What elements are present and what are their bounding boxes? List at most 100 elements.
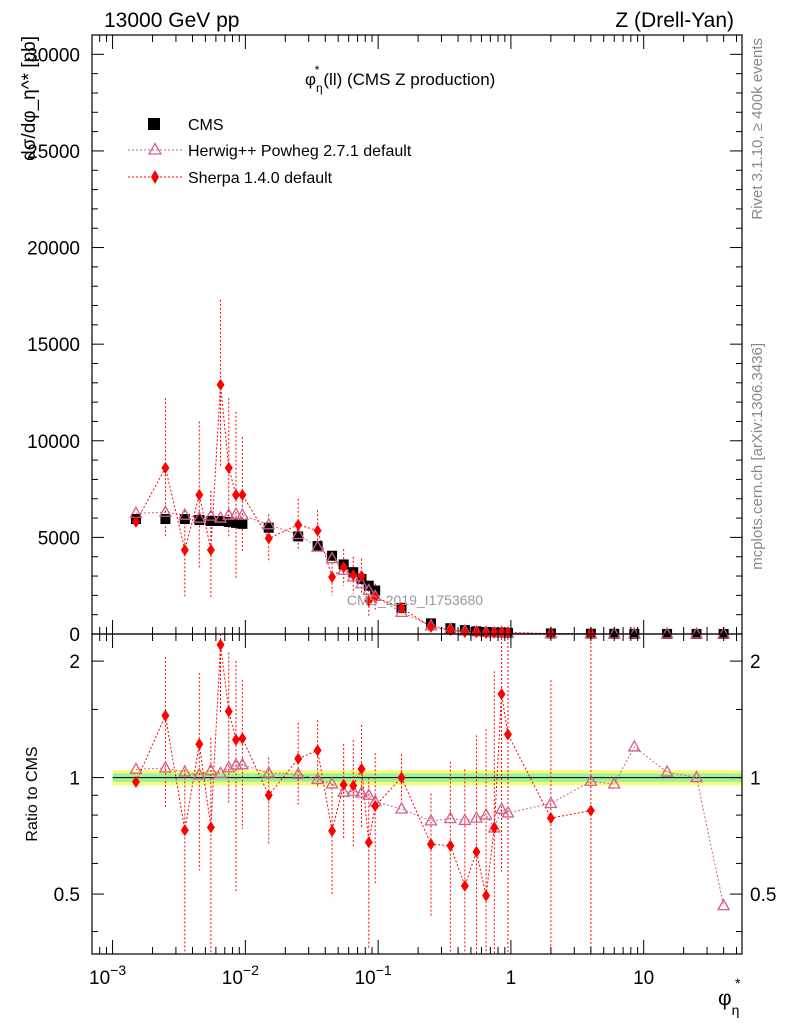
x-tick-label-base: 1 [506,968,517,989]
herwig-main-point [291,527,305,540]
main-y-tick-label: 5000 [38,528,80,549]
herwig-ratio-point [178,764,192,777]
sherpa-main-point [460,625,469,638]
header-right: Z (Drell-Yan) [615,9,734,32]
herwig-ratio-point [337,784,351,797]
legend-marker-sherpa [151,170,159,184]
sherpa-main-point [426,620,435,633]
herwig-main-point [310,539,325,552]
x-axis-label-base: φ [718,987,732,1010]
plot-title: φη * (ll) (CMS Z production) [305,63,495,95]
cms-main-point [215,515,226,526]
x-tick-label-base: 10 [355,968,376,989]
herwig-main-point [235,507,249,520]
sherpa-main-point [357,570,366,583]
sherpa-ratio-point [328,824,337,837]
watermark: CMS_2019_I1753680 [347,592,483,608]
sherpa-ratio-point [490,821,499,834]
sherpa-main-point [131,515,140,528]
herwig-ratio-point [424,813,438,826]
sherpa-main-point [371,591,380,604]
sherpa-ratio-point [195,738,204,751]
cms-main-point [194,514,205,525]
legend-label-herwig: Herwig++ Powheg 2.7.1 default [188,143,412,160]
herwig-ratio-point [129,761,143,774]
sherpa-ratio-point [364,836,373,849]
sherpa-ratio-point [313,744,322,757]
herwig-ratio-point [458,813,472,826]
herwig-main-point [354,576,369,589]
main-y-tick-label: 0 [69,625,80,646]
sherpa-main-point [313,524,322,537]
sherpa-main-point [294,518,303,531]
x-tick-label-exponent: −2 [243,962,259,978]
herwig-main-point [213,510,228,523]
sherpa-ratio-point [472,845,481,858]
plot-title-rest: (ll) (CMS Z production) [323,70,495,89]
herwig-main-point [229,506,243,519]
ratio-y-tick-label-left: 0.5 [54,885,80,906]
x-tick-label: 1 [506,968,517,989]
herwig-main-point [325,551,339,564]
x-tick-label: 10−3 [89,962,126,989]
herwig-ratio-point [235,757,249,770]
sherpa-main-point [482,626,491,639]
cms-main-point [312,541,323,552]
x-axis-label: φη [718,987,739,1018]
herwig-ratio-point [192,767,206,780]
ratio-y-ticks: 0.5 0.5 1 1 2 2 [54,652,776,933]
herwig-main-point [394,605,409,618]
herwig-main-point [158,504,173,517]
ratio-y-axis-label: Ratio to CMS [24,746,41,841]
x-tick-label-base: 10 [222,968,243,989]
sherpa-main-point [264,532,273,545]
herwig-main-point [262,517,276,530]
sherpa-ratio-point [238,732,247,745]
cms-main-point [205,515,216,526]
x-tick-label: 10−2 [222,962,259,989]
main-y-tick-label: 10000 [27,432,80,453]
cms-main-point [327,550,338,561]
sherpa-main-point [446,624,455,637]
x-tick-label-exponent: −3 [110,962,126,978]
herwig-main-point [178,507,192,520]
sherpa-ratio-point [503,728,512,741]
cms-main-point [237,518,248,529]
x-axis-label-sub: η [732,1002,740,1018]
herwig-ratio-point [310,772,325,785]
sherpa-main-point [161,461,170,474]
herwig-ratio-point [394,801,409,814]
herwig-ratio-point [494,801,509,814]
ratio-y-tick-label-right: 0.5 [750,885,776,906]
sherpa-ratio-point [231,733,240,746]
herwig-ratio-point [627,739,641,752]
cms-main-point [223,516,234,527]
ratio-y-tick-label-right: 2 [750,652,761,673]
sherpa-main-point [216,378,225,391]
herwig-main-point [192,510,206,523]
sherpa-main-point [349,569,358,582]
x-tick-label: 10−1 [355,962,392,989]
herwig-ratio-point [158,760,173,773]
ratio-plot-frame [91,633,743,955]
herwig-ratio-point [660,764,674,777]
legend-label-sherpa: Sherpa 1.4.0 default [188,170,333,187]
herwig-ratio-point [501,805,515,818]
sherpa-main-point [180,543,189,556]
cms-main-point [230,517,241,528]
sherpa-ratio-point [294,752,303,765]
main-y-tick-label: 15000 [27,335,80,356]
sherpa-main-point [206,543,215,556]
herwig-ratio-point [544,796,558,809]
x-axis-label-star: * [735,975,741,991]
x-tick-label: 10 [633,968,654,989]
sherpa-ratio-point [224,705,233,718]
ratio-y-tick-label-right: 1 [750,769,761,790]
sherpa-main-point [364,595,373,608]
sherpa-ratio-point [339,778,348,791]
herwig-ratio-point [584,773,598,786]
main-y-tick-label: 20000 [27,239,80,260]
herwig-ratio-point [362,787,376,800]
herwig-ratio-point [346,783,360,796]
legend-marker-herwig [147,142,163,155]
